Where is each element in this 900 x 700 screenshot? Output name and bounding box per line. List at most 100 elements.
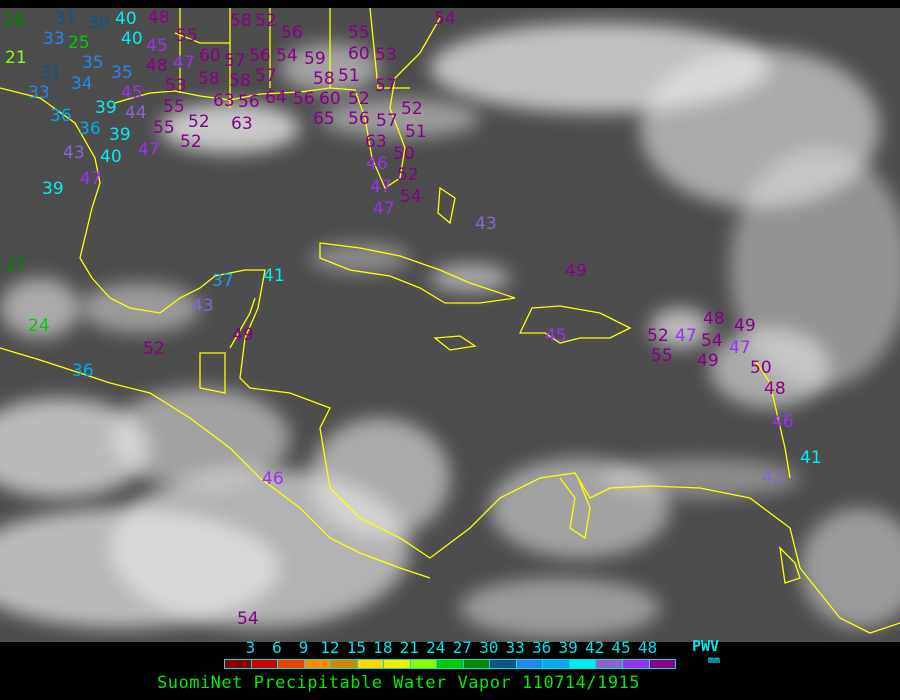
station-pwv-value: 52 [397, 165, 419, 185]
station-pwv-value: 48 [146, 56, 168, 76]
legend-tick: 12 [320, 638, 340, 657]
station-pwv-value: 63 [213, 91, 235, 111]
station-pwv-value: 31 [40, 63, 62, 83]
station-pwv-value: 47 [173, 53, 195, 73]
legend-tick: 48 [637, 638, 658, 657]
legend-swatch [410, 660, 438, 668]
coastline [779, 546, 801, 584]
station-pwv-value: 47 [80, 169, 102, 189]
station-pwv-value: 40 [100, 147, 122, 167]
legend-color-bar [224, 659, 676, 669]
station-pwv-value: 45 [545, 326, 567, 346]
coastline [754, 359, 791, 479]
coastline [0, 347, 431, 579]
legend-tick: 18 [373, 638, 393, 657]
station-pwv-value: 50 [393, 144, 415, 164]
cloud [800, 508, 900, 628]
station-pwv-value: 50 [750, 358, 772, 378]
station-pwv-value: 43 [192, 296, 214, 316]
station-pwv-value: 51 [338, 66, 360, 86]
cloud [460, 578, 660, 638]
station-pwv-value: 54 [237, 609, 259, 629]
station-pwv-value: 52 [180, 132, 202, 152]
legend-tick: 33 [505, 638, 525, 657]
station-pwv-value: 63 [365, 132, 387, 152]
coastline [437, 186, 456, 225]
station-pwv-value: 39 [42, 179, 64, 199]
legend-unit-sub: mm [708, 655, 721, 666]
station-pwv-value: 52 [255, 11, 277, 31]
station-pwv-value: 60 [348, 44, 370, 64]
legend-swatch [649, 660, 676, 668]
station-pwv-value: 41 [800, 448, 822, 468]
station-pwv-value: 34 [71, 74, 93, 94]
station-pwv-value: 55 [176, 26, 198, 46]
legend-tick: 9 [298, 638, 309, 657]
station-pwv-value: 33 [43, 29, 65, 49]
station-pwv-value: 53 [165, 76, 187, 96]
station-pwv-value: 47 [729, 338, 751, 358]
station-pwv-value: 55 [348, 23, 370, 43]
station-pwv-value: 49 [697, 351, 719, 371]
station-pwv-value: 57 [224, 51, 246, 71]
station-pwv-value: 39 [109, 125, 131, 145]
legend-tick: 6 [272, 638, 282, 657]
legend-swatch [384, 660, 411, 668]
station-pwv-value: 56 [238, 92, 260, 112]
legend-swatch [251, 660, 279, 668]
station-pwv-value: 47 [373, 199, 395, 219]
station-pwv-value: 40 [121, 29, 143, 49]
legend-unit: PWV [692, 637, 720, 655]
station-pwv-value: 56 [293, 89, 315, 109]
station-pwv-value: 58 [198, 69, 220, 89]
legend-tick: 30 [479, 638, 499, 657]
legend-swatch [304, 660, 332, 668]
coastline [174, 8, 410, 108]
station-pwv-value: 52 [348, 89, 370, 109]
station-pwv-value: 48 [703, 309, 725, 329]
station-pwv-value: 57 [255, 66, 277, 86]
coastlines [0, 8, 900, 634]
station-pwv-value: 31 [55, 9, 77, 29]
legend-tick: 15 [346, 638, 366, 657]
cloud [430, 264, 510, 292]
coastline [518, 305, 632, 344]
station-pwv-value: 36 [50, 106, 72, 126]
station-pwv-value: 27 [5, 256, 27, 276]
cloud [600, 458, 800, 498]
cloud [710, 328, 830, 408]
station-pwv-value: 39 [95, 98, 117, 118]
station-pwv-value: 58 [230, 11, 252, 31]
station-pwv-value: 64 [265, 88, 287, 108]
legend-tick: 45 [611, 638, 631, 657]
legend-tick: 24 [426, 638, 446, 657]
station-pwv-value: 56 [348, 109, 370, 129]
station-pwv-value: 30 [88, 13, 110, 33]
station-pwv-value: 54 [400, 187, 422, 207]
station-pwv-value: 24 [28, 316, 50, 336]
cloud [650, 308, 710, 348]
legend-tick: 27 [452, 638, 472, 657]
coastline [199, 297, 256, 394]
station-pwv-value: 43 [475, 214, 497, 234]
map-title: SuomiNet Precipitable Water Vapor 110714… [157, 673, 641, 693]
station-pwv-value: 48 [148, 8, 170, 28]
coastline [319, 242, 516, 304]
legend-swatch [596, 660, 623, 668]
station-pwv-value: 54 [276, 46, 298, 66]
station-pwv-value: 28 [3, 11, 25, 31]
station-pwv-value: 37 [212, 271, 234, 291]
legend-tick: 39 [558, 638, 578, 657]
station-pwv-value: 52 [143, 339, 165, 359]
legend-tick: 3 [245, 638, 256, 657]
legend-swatch [331, 660, 358, 668]
station-pwv-value: 36 [79, 119, 101, 139]
station-pwv-value: 60 [319, 89, 341, 109]
station-pwv-value: 49 [565, 261, 587, 281]
station-pwv-value: 54 [701, 331, 723, 351]
station-pwv-value: 59 [304, 49, 326, 69]
station-pwv-value: 42 [762, 468, 784, 488]
station-pwv-value: 45 [146, 36, 168, 56]
